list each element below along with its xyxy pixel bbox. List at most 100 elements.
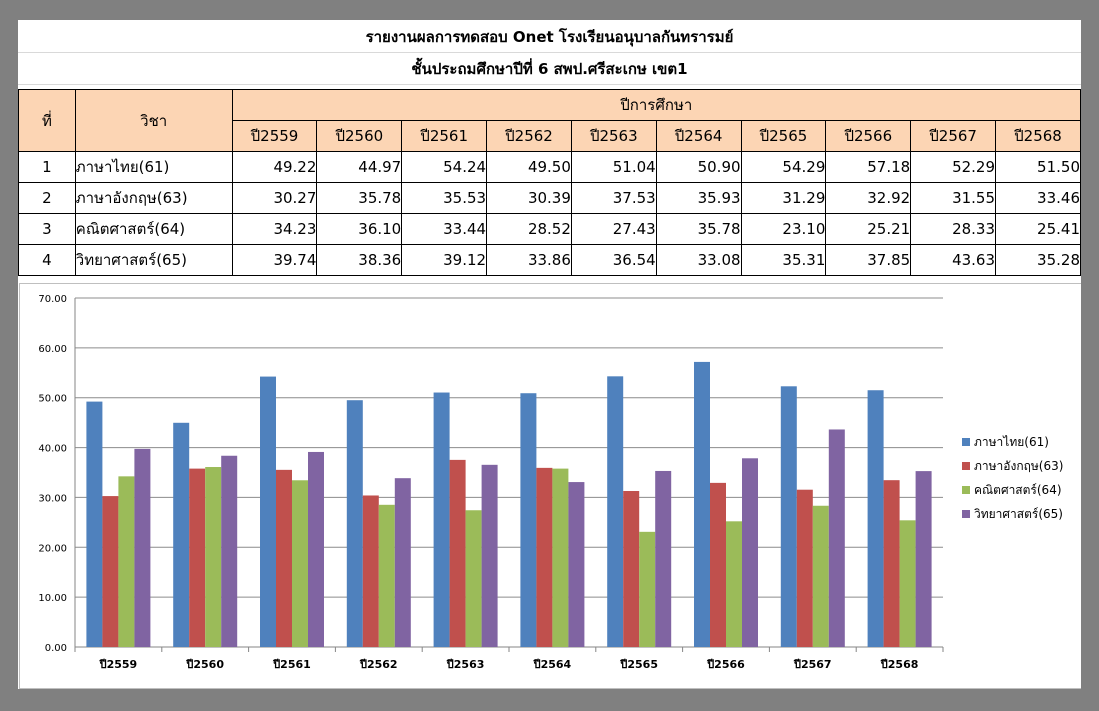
bar bbox=[812, 505, 829, 647]
bar bbox=[292, 480, 308, 647]
header-year: ปี2559 bbox=[231, 120, 318, 152]
score-cell: 28.33 bbox=[910, 213, 997, 245]
bar bbox=[465, 510, 482, 647]
bar bbox=[568, 482, 585, 647]
score-cell: 33.86 bbox=[486, 244, 572, 276]
y-tick-label: 70.00 bbox=[38, 294, 67, 305]
row-index: 2 bbox=[18, 182, 76, 214]
header-index: ที่ bbox=[18, 89, 76, 152]
x-tick-label: ปี2565 bbox=[619, 658, 658, 671]
header-year: ปี2563 bbox=[570, 120, 657, 152]
header-year: ปี2565 bbox=[740, 120, 827, 152]
score-cell: 36.54 bbox=[570, 244, 657, 276]
row-index: 3 bbox=[18, 213, 76, 245]
legend-swatch bbox=[962, 462, 970, 470]
y-tick-label: 30.00 bbox=[38, 493, 67, 504]
score-cell: 37.85 bbox=[825, 244, 912, 276]
bar bbox=[915, 471, 932, 647]
row-subject: คณิตศาสตร์(64) bbox=[74, 213, 233, 245]
bar bbox=[173, 422, 190, 647]
bar bbox=[796, 489, 813, 647]
score-cell: 51.04 bbox=[570, 151, 657, 183]
row-subject: วิทยาศาสตร์(65) bbox=[74, 244, 233, 276]
score-cell: 31.29 bbox=[740, 182, 827, 214]
x-tick-label: ปี2559 bbox=[99, 658, 138, 671]
table-row: 4 วิทยาศาสตร์(65) 39.74 38.36 39.12 33.86 36.5… bbox=[18, 244, 1081, 276]
chart-area: 0.00 10.00 20.00 30.00 40.00 50.00 60.00 70.00 ป… bbox=[19, 283, 1081, 689]
score-cell: 34.23 bbox=[231, 213, 318, 245]
table-row: 3 คณิตศาสตร์(64) 34.23 36.10 33.44 28.52 27.43… bbox=[18, 213, 1081, 245]
score-cell: 54.24 bbox=[401, 151, 488, 183]
legend-label: คณิตศาสตร์(64) bbox=[974, 483, 1062, 497]
score-cell: 31.55 bbox=[910, 182, 997, 214]
score-cell: 39.74 bbox=[231, 244, 318, 276]
score-cell: 33.08 bbox=[655, 244, 742, 276]
legend-label: วิทยาศาสตร์(65) bbox=[974, 507, 1063, 521]
bar bbox=[102, 496, 119, 647]
x-tick-label: ปี2560 bbox=[185, 658, 224, 671]
bar bbox=[205, 467, 222, 647]
score-cell: 49.22 bbox=[231, 151, 318, 183]
header-year: ปี2560 bbox=[316, 120, 403, 152]
bar bbox=[134, 448, 151, 647]
header-year: ปี2564 bbox=[655, 120, 742, 152]
x-tick-label: ปี2564 bbox=[533, 658, 572, 671]
y-tick-label: 10.00 bbox=[38, 593, 67, 604]
score-cell: 30.27 bbox=[231, 182, 318, 214]
bar bbox=[520, 393, 537, 647]
bar bbox=[780, 386, 797, 647]
bar bbox=[362, 495, 379, 647]
bar bbox=[536, 467, 553, 647]
score-cell: 35.53 bbox=[401, 182, 488, 214]
header-year: ปี2568 bbox=[995, 120, 1081, 152]
bar bbox=[726, 521, 742, 647]
bar bbox=[639, 531, 656, 647]
bar bbox=[828, 429, 845, 647]
x-tick-label: ปี2563 bbox=[446, 658, 485, 671]
score-cell: 35.78 bbox=[316, 182, 403, 214]
bar bbox=[378, 504, 395, 647]
legend-label: ภาษาอังกฤษ(63) bbox=[974, 459, 1063, 473]
y-tick-label: 40.00 bbox=[38, 444, 67, 455]
bar bbox=[607, 376, 624, 647]
table-row: 2 ภาษาอังกฤษ(63) 30.27 35.78 35.53 30.39 37.53… bbox=[18, 182, 1081, 214]
header-year: ปี2567 bbox=[910, 120, 997, 152]
legend-label: ภาษาไทย(61) bbox=[974, 435, 1049, 449]
bar bbox=[742, 458, 758, 647]
score-cell: 38.36 bbox=[316, 244, 403, 276]
bar bbox=[346, 400, 363, 647]
report-title: รายงานผลการทดสอบ Onet โรงเรียนอนุบาลกันท… bbox=[18, 22, 1081, 53]
bar bbox=[276, 469, 292, 647]
score-cell: 35.28 bbox=[995, 244, 1081, 276]
x-tick-label: ปี2562 bbox=[359, 658, 398, 671]
bar bbox=[308, 451, 324, 647]
bar bbox=[883, 480, 900, 647]
header-subject: วิชา bbox=[74, 89, 233, 152]
score-cell: 33.44 bbox=[401, 213, 488, 245]
bar bbox=[86, 401, 103, 647]
x-tick-label: ปี2568 bbox=[880, 658, 919, 671]
score-cell: 28.52 bbox=[486, 213, 572, 245]
bar bbox=[260, 376, 276, 647]
legend-swatch bbox=[962, 438, 970, 446]
score-cell: 36.10 bbox=[316, 213, 403, 245]
score-cell: 30.39 bbox=[486, 182, 572, 214]
bar bbox=[710, 482, 726, 647]
bar bbox=[433, 392, 450, 647]
row-index: 4 bbox=[18, 244, 76, 276]
bar-chart: 0.00 10.00 20.00 30.00 40.00 50.00 60.00 70.00 ป… bbox=[38, 294, 1063, 671]
score-cell: 35.31 bbox=[740, 244, 827, 276]
bar bbox=[655, 470, 672, 647]
x-tick-label: ปี2566 bbox=[706, 658, 745, 671]
table-body: 1 ภาษาไทย(61) 49.22 44.97 54.24 49.50 51.04 50.… bbox=[18, 151, 1081, 276]
row-index: 1 bbox=[18, 151, 76, 183]
score-cell: 32.92 bbox=[825, 182, 912, 214]
bar bbox=[118, 476, 135, 647]
score-cell: 51.50 bbox=[995, 151, 1081, 183]
score-cell: 33.46 bbox=[995, 182, 1081, 214]
score-cell: 43.63 bbox=[910, 244, 997, 276]
y-tick-label: 60.00 bbox=[38, 344, 67, 355]
y-tick-label: 20.00 bbox=[38, 543, 67, 554]
score-cell: 27.43 bbox=[570, 213, 657, 245]
score-cell: 25.41 bbox=[995, 213, 1081, 245]
